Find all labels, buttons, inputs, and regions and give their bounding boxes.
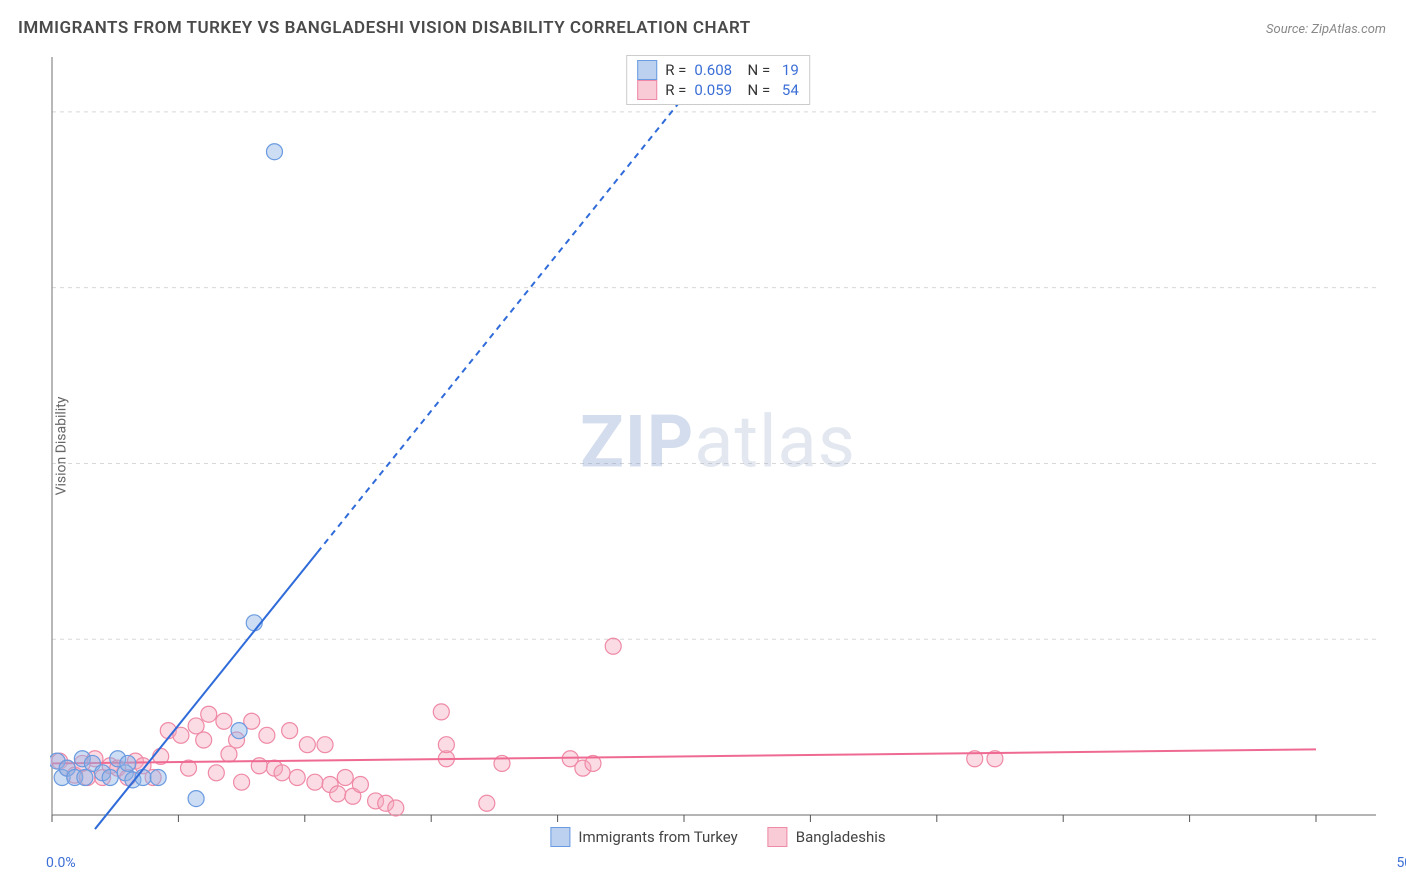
x-axis-min-label: 0.0% [46,855,76,871]
legend-swatch [637,80,657,100]
plot-area: ZIPatlas R =0.608 N = 19R =0.059 N = 54 … [50,55,1386,845]
legend-n-label: N = [740,81,770,99]
legend-r-label: R = [665,61,686,79]
legend-r-value: 0.059 [694,81,732,99]
legend-swatch [637,60,657,80]
series-legend-label: Immigrants from Turkey [578,828,737,846]
series-legend-label: Bangladeshis [796,828,886,846]
legend-r-label: R = [665,81,686,99]
series-legend-item: Bangladeshis [768,827,886,847]
chart-svg [50,55,1386,845]
x-axis-max-label: 50.0% [1396,855,1406,871]
chart-title: IMMIGRANTS FROM TURKEY VS BANGLADESHI VI… [18,18,751,38]
series-legend: Immigrants from Turkey Bangladeshis [550,827,885,847]
legend-n-value: 54 [778,81,799,99]
source-label: Source: ZipAtlas.com [1266,22,1386,37]
legend-row: R = 0.608 N = 19 [637,60,799,80]
legend-n-label: N = [740,61,770,79]
legend-r-value: 0.608 [694,61,732,79]
legend-n-value: 19 [778,61,799,79]
legend-swatch [550,827,570,847]
series-legend-item: Immigrants from Turkey [550,827,737,847]
legend-row: R = 0.059 N = 54 [637,80,799,100]
correlation-legend: R = 0.608 N = 19 R = 0.059 N = 54 [626,55,810,105]
legend-swatch [768,827,788,847]
